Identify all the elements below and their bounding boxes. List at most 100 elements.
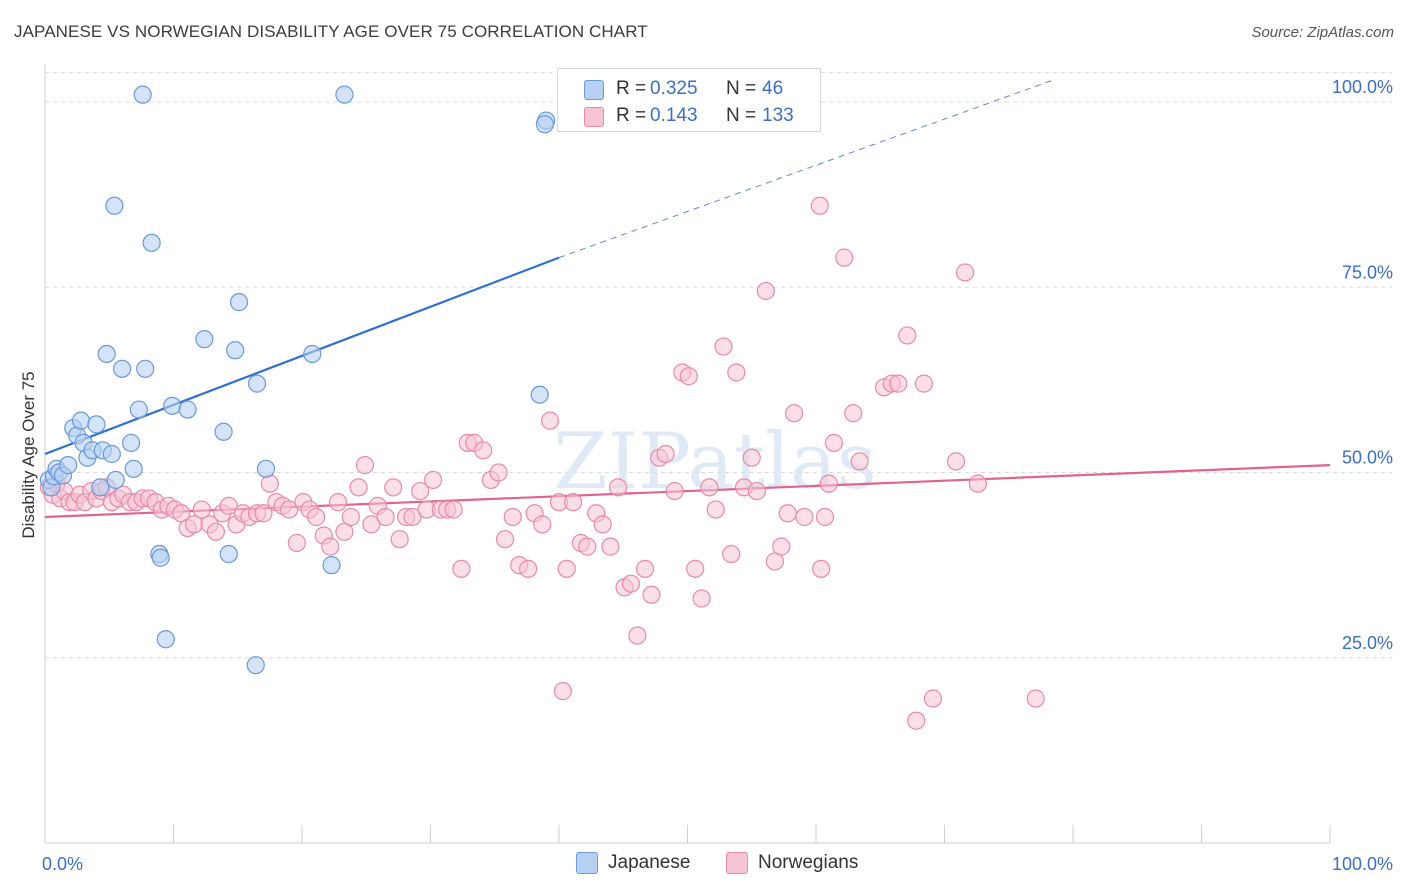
y-tick-label: 100.0% (1332, 77, 1393, 97)
data-point-norwegians (444, 500, 463, 519)
data-point-norwegians (489, 463, 508, 482)
legend-label-japanese[interactable]: Japanese (608, 852, 691, 873)
data-point-japanese (129, 400, 148, 419)
legend-n-value: 46 (762, 78, 784, 99)
data-point-norwegians (328, 493, 348, 512)
data-point-norwegians (254, 504, 273, 523)
data-point-norwegians (557, 559, 576, 578)
data-point-japanese (219, 544, 238, 564)
data-point-japanese (87, 415, 106, 434)
data-point-norwegians (812, 559, 831, 578)
data-point-norwegians (403, 507, 422, 527)
data-point-norwegians (564, 493, 583, 512)
tick-labels: 25.0% 50.0% 75.0% 100.0% 0.0% 100.0% (42, 77, 1393, 874)
data-point-norwegians (756, 281, 775, 301)
data-point-norwegians (553, 682, 572, 701)
data-point-norwegians (819, 474, 838, 493)
data-point-norwegians (540, 411, 560, 430)
data-point-japanese (71, 411, 91, 430)
legend-r-label: R = (616, 105, 647, 126)
data-point-japanese (226, 341, 245, 360)
data-point-norwegians (785, 404, 804, 423)
data-point-norwegians (260, 474, 279, 493)
legend-r-value: 0.325 (650, 78, 698, 99)
data-point-japanese (535, 115, 554, 134)
data-point-norwegians (362, 515, 381, 534)
data-point-norwegians (907, 711, 926, 730)
y-tick-label: 25.0% (1342, 633, 1393, 653)
data-point-norwegians (376, 507, 395, 527)
data-point-norwegians (355, 456, 375, 475)
data-point-norwegians (628, 626, 647, 645)
data-point-japanese (97, 344, 116, 364)
data-point-norwegians (824, 433, 844, 452)
legend-r-value: 0.143 (650, 105, 698, 126)
data-point-norwegians (692, 589, 711, 608)
data-point-japanese (105, 196, 124, 215)
data-point-norwegians (679, 367, 698, 386)
data-point-japanese (124, 459, 143, 478)
legend-label-norwegians[interactable]: Norwegians (758, 852, 859, 873)
data-point-norwegians (778, 504, 797, 523)
data-point-japanese (256, 459, 276, 478)
data-points (39, 85, 1045, 730)
data-point-norwegians (321, 537, 340, 556)
data-point-japanese (335, 85, 354, 104)
legend-swatch-norwegians[interactable] (726, 852, 748, 874)
data-point-norwegians (452, 559, 471, 578)
data-point-japanese (247, 374, 267, 393)
data-point-japanese (530, 385, 549, 404)
data-point-norwegians (635, 559, 655, 578)
data-point-norwegians (219, 496, 238, 515)
data-point-norwegians (747, 481, 766, 501)
data-point-japanese (59, 456, 78, 475)
data-point-norwegians (722, 544, 741, 564)
data-point-norwegians (206, 522, 226, 541)
data-point-norwegians (914, 374, 934, 393)
source-label: Source: ZipAtlas.com (1251, 24, 1394, 41)
legend-n-label: N = (726, 105, 757, 126)
data-point-japanese (136, 359, 155, 378)
data-point-norwegians (955, 263, 975, 282)
data-point-japanese (303, 344, 322, 364)
data-point-japanese (195, 330, 214, 349)
data-point-norwegians (642, 585, 661, 604)
data-point-norwegians (411, 481, 430, 501)
data-point-norwegians (341, 507, 360, 527)
data-point-japanese (142, 233, 161, 252)
data-point-norwegians (287, 533, 306, 553)
data-point-japanese (246, 656, 265, 675)
data-point-norwegians (946, 452, 966, 471)
data-point-japanese (322, 556, 341, 575)
data-point-norwegians (621, 574, 641, 593)
data-point-norwegians (656, 444, 675, 464)
x-tick-label: 0.0% (42, 854, 83, 874)
data-point-norwegians (700, 478, 719, 497)
data-point-norwegians (495, 530, 515, 549)
grid-lines (45, 71, 1392, 659)
data-point-japanese (91, 478, 110, 497)
legend-r-label: R = (616, 78, 647, 99)
data-point-norwegians (503, 507, 522, 527)
data-point-norwegians (714, 337, 733, 356)
data-point-norwegians (665, 481, 684, 501)
legend-row-japanese: R = 0.325 N = 46 (558, 75, 820, 103)
data-point-norwegians (706, 500, 725, 519)
legend-swatch-japanese[interactable] (576, 852, 598, 874)
data-point-norwegians (889, 374, 908, 393)
data-point-japanese (106, 470, 125, 490)
y-tick-label: 50.0% (1342, 448, 1393, 468)
legend-n-value: 133 (762, 105, 794, 126)
data-point-japanese (112, 359, 132, 378)
data-point-japanese (178, 400, 197, 419)
data-point-norwegians (519, 559, 538, 578)
data-point-norwegians (307, 507, 326, 527)
data-point-japanese (133, 85, 152, 104)
correlation-legend: R = 0.325 N = 46 R = 0.143 N = 133 (557, 68, 821, 132)
y-axis-label: Disability Age Over 75 (19, 371, 38, 538)
data-point-norwegians (390, 530, 409, 549)
data-point-norwegians (898, 326, 917, 345)
data-point-norwegians (968, 474, 988, 493)
x-tick-label: 100.0% (1332, 854, 1393, 874)
